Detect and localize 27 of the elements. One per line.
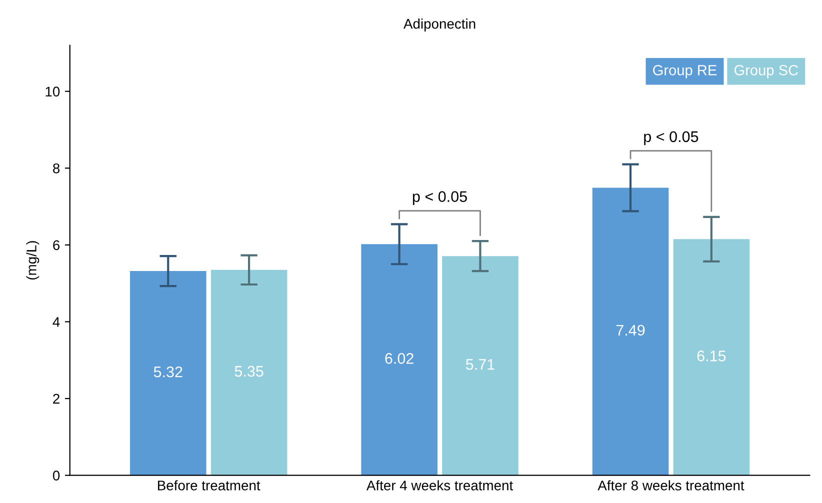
- annotation: p < 0.05: [412, 191, 467, 206]
- text: Group RE: [653, 65, 717, 78]
- data-label: 5.35: [234, 366, 264, 377]
- data-label: 5.71: [466, 359, 494, 370]
- data-label: 7.49: [616, 324, 645, 336]
- y-axis-title: (mg/L): [26, 241, 40, 280]
- x-tick-label: After 8 weeks treatment: [598, 480, 744, 490]
- data-label: 5.32: [154, 366, 182, 378]
- data-label: 6.15: [697, 350, 726, 362]
- y-tick-label: 0: [52, 470, 60, 481]
- chart-title: Adiponectin: [404, 18, 476, 32]
- y-tick-label: 4: [52, 317, 60, 327]
- x-tick-label: After 4 weeks treatment: [366, 480, 514, 490]
- bar: [210, 270, 288, 476]
- text: Group SC: [734, 65, 798, 78]
- y-tick-label: 10: [46, 86, 60, 97]
- y-tick-label: 2: [53, 394, 60, 404]
- bar: [130, 271, 206, 476]
- bar: [592, 188, 669, 476]
- annotation: p < 0.05: [644, 131, 698, 146]
- data-label: 6.02: [385, 353, 414, 364]
- bar: [361, 244, 438, 476]
- bar: [442, 256, 518, 476]
- bar: [673, 239, 750, 476]
- y-tick-label: 6: [53, 240, 60, 250]
- x-tick-label: Before treatment: [158, 480, 260, 490]
- y-tick-label: 8: [53, 163, 60, 174]
